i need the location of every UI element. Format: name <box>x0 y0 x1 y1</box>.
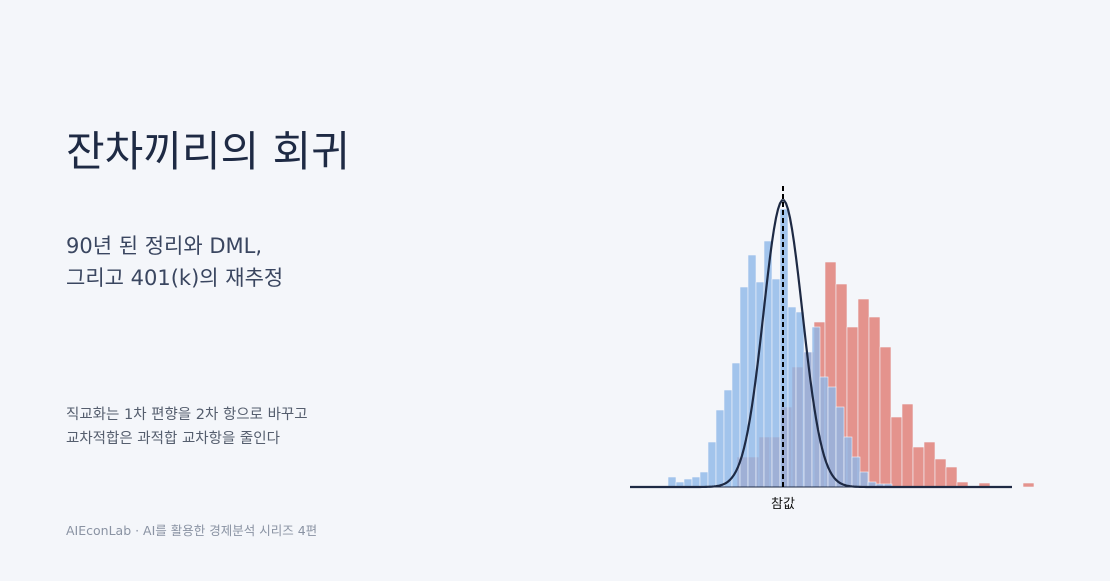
histogram-bar <box>771 278 781 488</box>
histogram-bar <box>934 458 947 488</box>
histogram-bar <box>1022 482 1035 488</box>
histogram-bar <box>945 466 958 488</box>
footer: AIEconLab · AI를 활용한 경제분석 시리즈 4편 <box>66 523 318 538</box>
density-curve <box>630 199 1012 489</box>
histogram-bar <box>723 389 733 488</box>
histogram-bar <box>731 362 741 488</box>
histogram-bar <box>835 406 845 488</box>
histogram-bar <box>795 311 805 488</box>
histogram-bar <box>787 306 797 488</box>
subtitle: 90년 된 정리와 DML, <box>66 234 263 258</box>
histogram-bar <box>699 471 709 488</box>
histogram-bar <box>707 441 717 488</box>
body-text: 교차적합은 과적합 교차항을 줄인다 <box>66 431 280 447</box>
histogram-bar <box>803 351 813 488</box>
histogram-bar <box>747 254 757 488</box>
histogram-bar <box>819 376 829 488</box>
true-value-label: 참값 <box>771 497 795 512</box>
body-text: 직교화는 1차 편향을 2차 항으로 바꾸고 <box>66 407 308 423</box>
histogram-bar <box>890 416 903 488</box>
histogram-bar <box>879 346 892 488</box>
histogram-bar <box>923 441 936 488</box>
histogram-bar <box>901 403 914 488</box>
histogram-bar <box>851 456 861 488</box>
histogram-bar <box>868 316 881 488</box>
histogram-bar <box>843 436 853 488</box>
histogram-bar <box>859 471 869 488</box>
histogram-bar <box>683 478 693 488</box>
histogram-bar <box>691 476 701 488</box>
histogram-bar <box>715 409 725 488</box>
histogram-bar <box>912 446 925 488</box>
title: 잔차끼리의 회귀 <box>66 127 350 176</box>
subtitle: 그리고 401(k)의 재추정 <box>66 266 284 290</box>
histogram-bar <box>667 476 677 488</box>
